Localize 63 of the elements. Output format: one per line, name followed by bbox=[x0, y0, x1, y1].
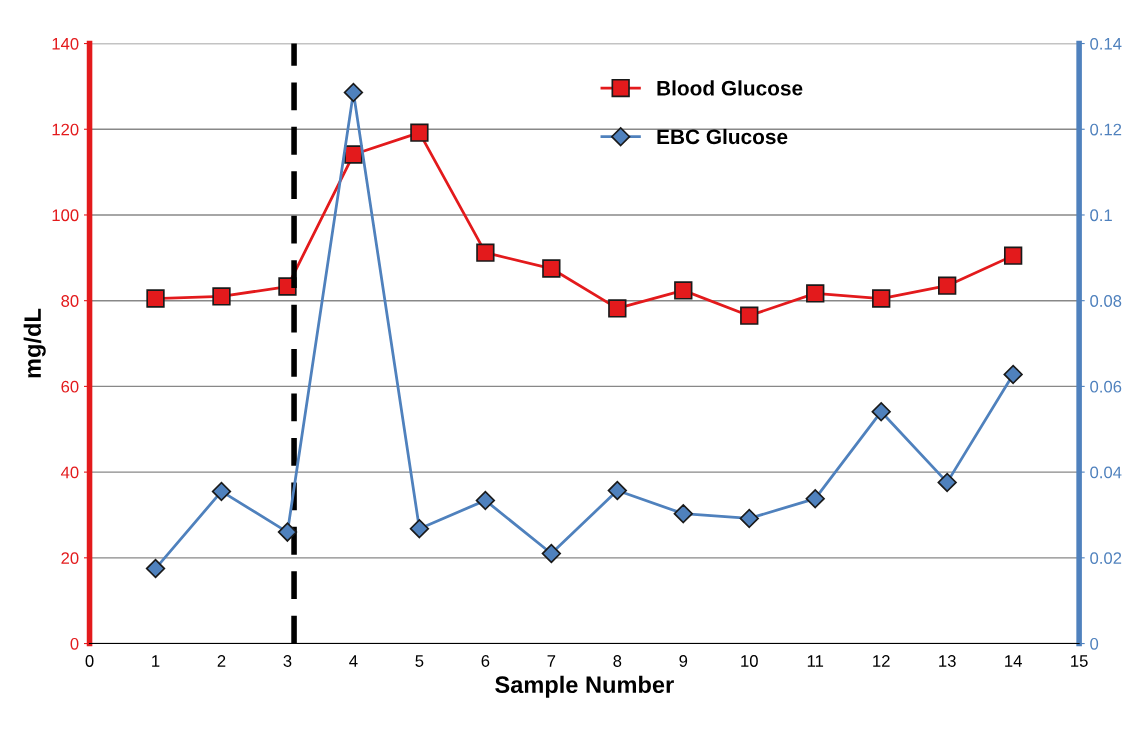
x-tick-label: 1 bbox=[152, 655, 160, 667]
x-tick-label: 8 bbox=[613, 655, 622, 667]
y-tick-label: 140 bbox=[52, 37, 79, 50]
point bbox=[872, 289, 891, 308]
y-tick-label: 100 bbox=[52, 209, 79, 222]
point bbox=[475, 490, 496, 511]
point bbox=[1003, 364, 1023, 385]
x-tick-label: 3 bbox=[283, 655, 292, 667]
point bbox=[937, 472, 957, 493]
legend-label: EBC Glucose bbox=[657, 128, 788, 145]
x-tick-label: 6 bbox=[481, 655, 490, 667]
y2-tick-label: 0.04 bbox=[1090, 466, 1122, 479]
point bbox=[608, 299, 627, 318]
point bbox=[739, 508, 759, 529]
y2-tick-label: 0.08 bbox=[1090, 295, 1122, 307]
x-tick-label: 7 bbox=[547, 655, 556, 667]
y2-tick-label: 0.12 bbox=[1090, 123, 1122, 136]
x-axis-title: Sample Number bbox=[495, 675, 674, 698]
point bbox=[740, 306, 759, 325]
point bbox=[476, 243, 495, 262]
point bbox=[344, 145, 363, 164]
point bbox=[541, 543, 562, 564]
x-tick-label: 10 bbox=[741, 655, 758, 667]
point bbox=[673, 504, 693, 524]
point bbox=[806, 284, 825, 303]
point bbox=[146, 289, 165, 308]
point bbox=[410, 123, 429, 142]
y2-tick-label: 0.1 bbox=[1090, 209, 1112, 222]
y-tick-label: 20 bbox=[61, 552, 79, 565]
x-tick-label: 4 bbox=[349, 655, 358, 667]
y2-tick-label: 0.14 bbox=[1090, 37, 1122, 50]
y-tick-label: 80 bbox=[61, 295, 79, 307]
legend-label: Blood Glucose bbox=[657, 80, 803, 96]
x-tick-label: 14 bbox=[1005, 655, 1022, 667]
point bbox=[211, 481, 232, 502]
x-tick-label: 5 bbox=[415, 655, 424, 667]
y-tick-label: 120 bbox=[52, 123, 79, 136]
point bbox=[607, 480, 627, 501]
y-tick-label: 60 bbox=[61, 380, 79, 393]
x-tick-label: 15 bbox=[1071, 655, 1088, 667]
y-tick-label: 0 bbox=[70, 637, 79, 650]
point bbox=[1003, 246, 1023, 265]
x-tick-label: 12 bbox=[873, 655, 890, 667]
point bbox=[805, 489, 825, 509]
point bbox=[212, 287, 231, 306]
x-tick-label: 9 bbox=[679, 655, 688, 667]
point bbox=[938, 276, 957, 295]
point bbox=[277, 522, 298, 542]
y-tick-label: 40 bbox=[60, 466, 79, 479]
y-axis-title: mg/dL bbox=[23, 308, 46, 378]
x-tick-label: 0 bbox=[85, 655, 94, 667]
point bbox=[343, 82, 364, 103]
y2-tick-label: 0 bbox=[1090, 637, 1099, 650]
y2-tick-label: 0.06 bbox=[1090, 380, 1122, 393]
point bbox=[871, 402, 891, 422]
point bbox=[409, 519, 430, 539]
point bbox=[542, 259, 561, 278]
point bbox=[145, 558, 166, 579]
x-tick-label: 13 bbox=[939, 655, 956, 667]
point bbox=[674, 281, 693, 300]
x-tick-label: 11 bbox=[807, 655, 824, 667]
x-tick-label: 2 bbox=[217, 655, 226, 667]
y2-tick-label: 0.02 bbox=[1090, 552, 1122, 565]
